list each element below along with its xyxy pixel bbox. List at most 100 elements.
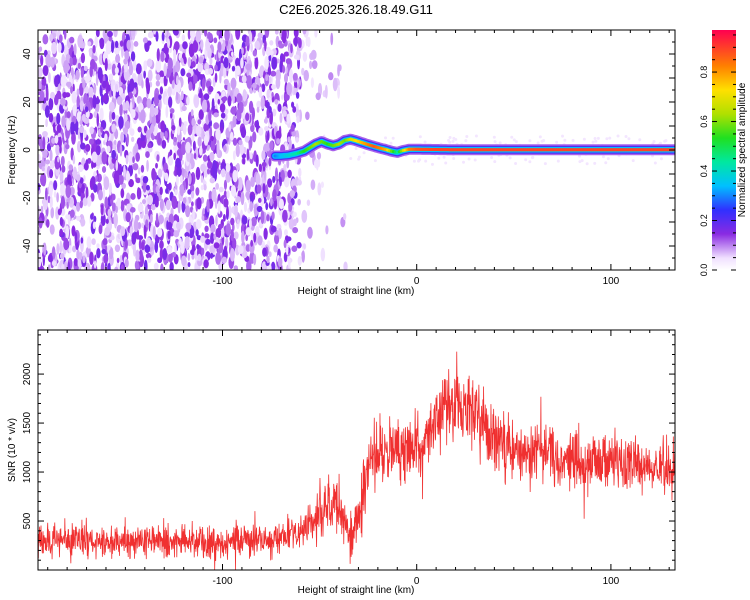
- noise-speck: [153, 93, 160, 107]
- noise-speck: [201, 247, 205, 256]
- noise-speck: [258, 86, 263, 98]
- noise-speck: [180, 68, 186, 77]
- noise-speck: [260, 210, 265, 224]
- noise-speck: [68, 245, 72, 254]
- noise-speck: [259, 65, 265, 74]
- noise-speck: [150, 123, 155, 133]
- noise-speck: [170, 111, 173, 119]
- noise-speck: [72, 166, 77, 180]
- noise-speck: [230, 77, 237, 90]
- noise-speck: [70, 85, 73, 94]
- noise-speck: [45, 159, 51, 165]
- noise-speck: [285, 66, 288, 74]
- noise-speck: [160, 50, 165, 63]
- noise-speck: [268, 106, 272, 114]
- noise-speck: [182, 197, 187, 204]
- noise-speck: [167, 38, 171, 49]
- noise-speck: [84, 85, 89, 95]
- noise-speck: [178, 117, 182, 128]
- noise-speck: [166, 221, 173, 231]
- noise-speck: [208, 33, 213, 42]
- noise-speck: [75, 201, 81, 212]
- noise-speck: [102, 95, 107, 102]
- noise-speck: [125, 171, 131, 182]
- noise-speck: [83, 174, 86, 182]
- noise-speck: [73, 43, 77, 56]
- noise-speck: [357, 155, 361, 159]
- noise-speck: [191, 128, 195, 143]
- noise-speck: [235, 143, 241, 158]
- noise-speck: [99, 37, 105, 50]
- noise-speck: [94, 35, 98, 48]
- noise-speck: [84, 106, 89, 113]
- noise-speck: [211, 188, 217, 203]
- noise-speck: [213, 112, 219, 118]
- noise-speck: [310, 49, 317, 60]
- noise-speck: [156, 154, 160, 162]
- noise-speck: [241, 230, 245, 244]
- noise-speck: [84, 75, 91, 84]
- noise-speck: [111, 149, 117, 160]
- noise-speck: [81, 183, 85, 194]
- noise-speck: [226, 213, 229, 220]
- noise-speck: [230, 228, 234, 242]
- noise-speck: [282, 110, 287, 117]
- noise-speck: [213, 242, 220, 249]
- noise-speck: [175, 221, 181, 230]
- noise-speck: [245, 63, 252, 71]
- noise-speck: [305, 111, 310, 121]
- noise-speck: [132, 162, 139, 171]
- noise-speck: [203, 259, 209, 269]
- noise-speck: [316, 151, 322, 160]
- noise-speck: [246, 75, 253, 89]
- noise-speck: [94, 97, 101, 105]
- noise-speck: [108, 182, 113, 196]
- noise-speck: [199, 88, 203, 99]
- noise-speck: [293, 36, 298, 47]
- noise-speck: [330, 32, 334, 46]
- noise-speck: [474, 134, 478, 138]
- spectrogram-ytick-label: -20: [22, 190, 33, 205]
- noise-speck: [593, 136, 597, 140]
- noise-speck: [191, 61, 196, 68]
- noise-speck: [53, 180, 58, 191]
- noise-speck: [79, 100, 84, 112]
- noise-speck: [295, 136, 300, 143]
- noise-speck: [109, 247, 114, 260]
- noise-speck: [42, 136, 46, 151]
- noise-speck: [164, 130, 168, 139]
- noise-speck: [103, 176, 110, 190]
- noise-speck: [171, 80, 175, 89]
- noise-speck: [240, 126, 247, 139]
- noise-speck: [210, 223, 216, 233]
- noise-speck: [270, 70, 277, 77]
- noise-speck: [167, 86, 172, 97]
- noise-speck: [253, 253, 257, 266]
- noise-speck: [154, 107, 159, 115]
- noise-speck: [60, 183, 65, 196]
- noise-speck: [230, 184, 236, 196]
- spectrogram-panel: -100 0 100 -40 -20 0 20 40 Height of straight l…: [7, 29, 676, 297]
- noise-speck: [39, 90, 45, 102]
- noise-speck: [209, 244, 216, 254]
- noise-speck: [237, 245, 244, 255]
- noise-speck: [354, 146, 358, 150]
- noise-speck: [141, 79, 144, 89]
- noise-speck: [104, 196, 109, 209]
- noise-speck: [201, 77, 206, 92]
- noise-speck: [129, 164, 133, 172]
- noise-speck: [473, 158, 477, 162]
- noise-speck: [76, 88, 80, 97]
- noise-speck: [147, 31, 154, 39]
- snr-panel: -100 0 100 500 1000 1500 2000 Height of straig…: [7, 329, 676, 596]
- noise-speck: [303, 69, 309, 82]
- noise-speck: [207, 160, 213, 169]
- noise-speck: [51, 41, 57, 54]
- noise-speck: [235, 30, 241, 40]
- noise-speck: [49, 160, 55, 169]
- noise-speck: [271, 211, 275, 221]
- noise-speck: [239, 142, 244, 156]
- noise-speck: [412, 159, 416, 163]
- noise-speck: [120, 75, 124, 83]
- noise-speck: [167, 57, 173, 71]
